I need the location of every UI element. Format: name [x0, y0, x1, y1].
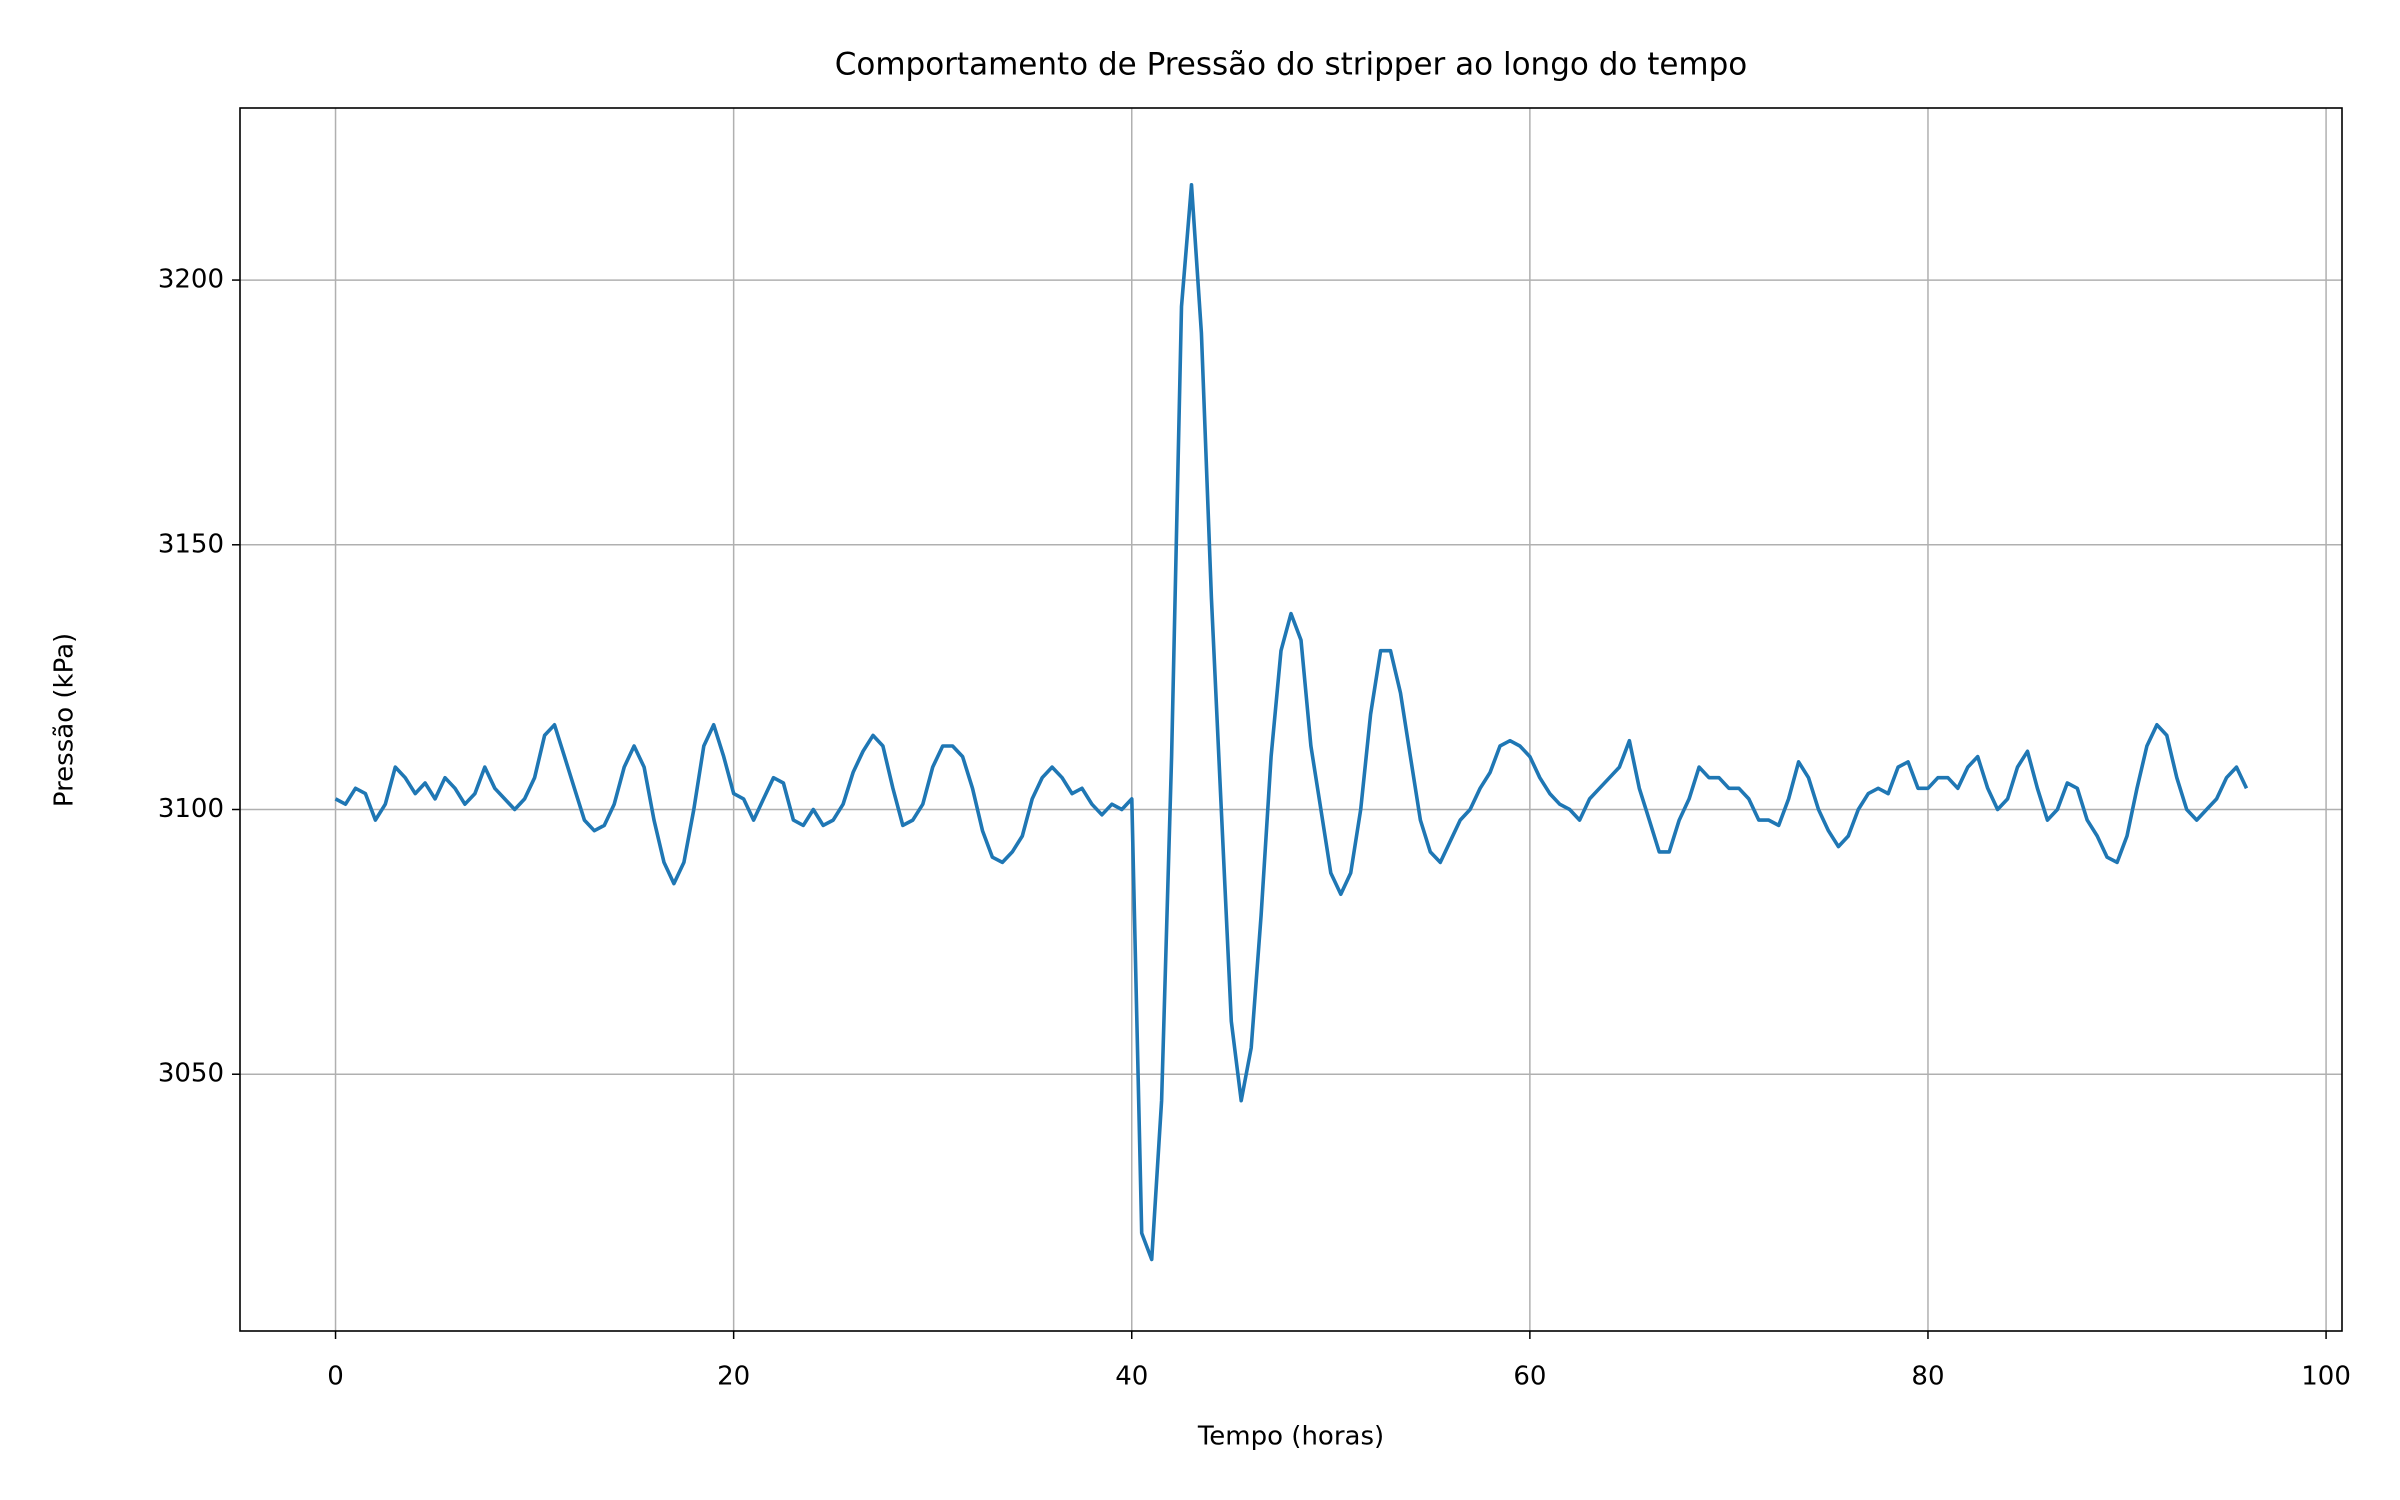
- x-tick-label: 40: [1115, 1362, 1148, 1392]
- y-tick-label: 3100: [158, 794, 224, 824]
- chart-title: Comportamento de Pressão do stripper ao …: [835, 47, 1748, 83]
- x-tick-label: 20: [717, 1362, 750, 1392]
- x-tick-label: 80: [1911, 1362, 1944, 1392]
- y-tick-label: 3200: [158, 265, 224, 295]
- x-tick-label: 60: [1513, 1362, 1546, 1392]
- y-tick-label: 3050: [158, 1059, 224, 1089]
- plot-frame: [239, 107, 2343, 1332]
- y-tick-label: 3150: [158, 529, 224, 559]
- x-tick-label: 0: [327, 1362, 344, 1392]
- x-tick-label: 100: [2301, 1362, 2351, 1392]
- x-axis-label: Tempo (horas): [1197, 1422, 1384, 1452]
- data-line: [334, 183, 2249, 1262]
- y-axis-label: Pressão (kPa): [50, 633, 80, 807]
